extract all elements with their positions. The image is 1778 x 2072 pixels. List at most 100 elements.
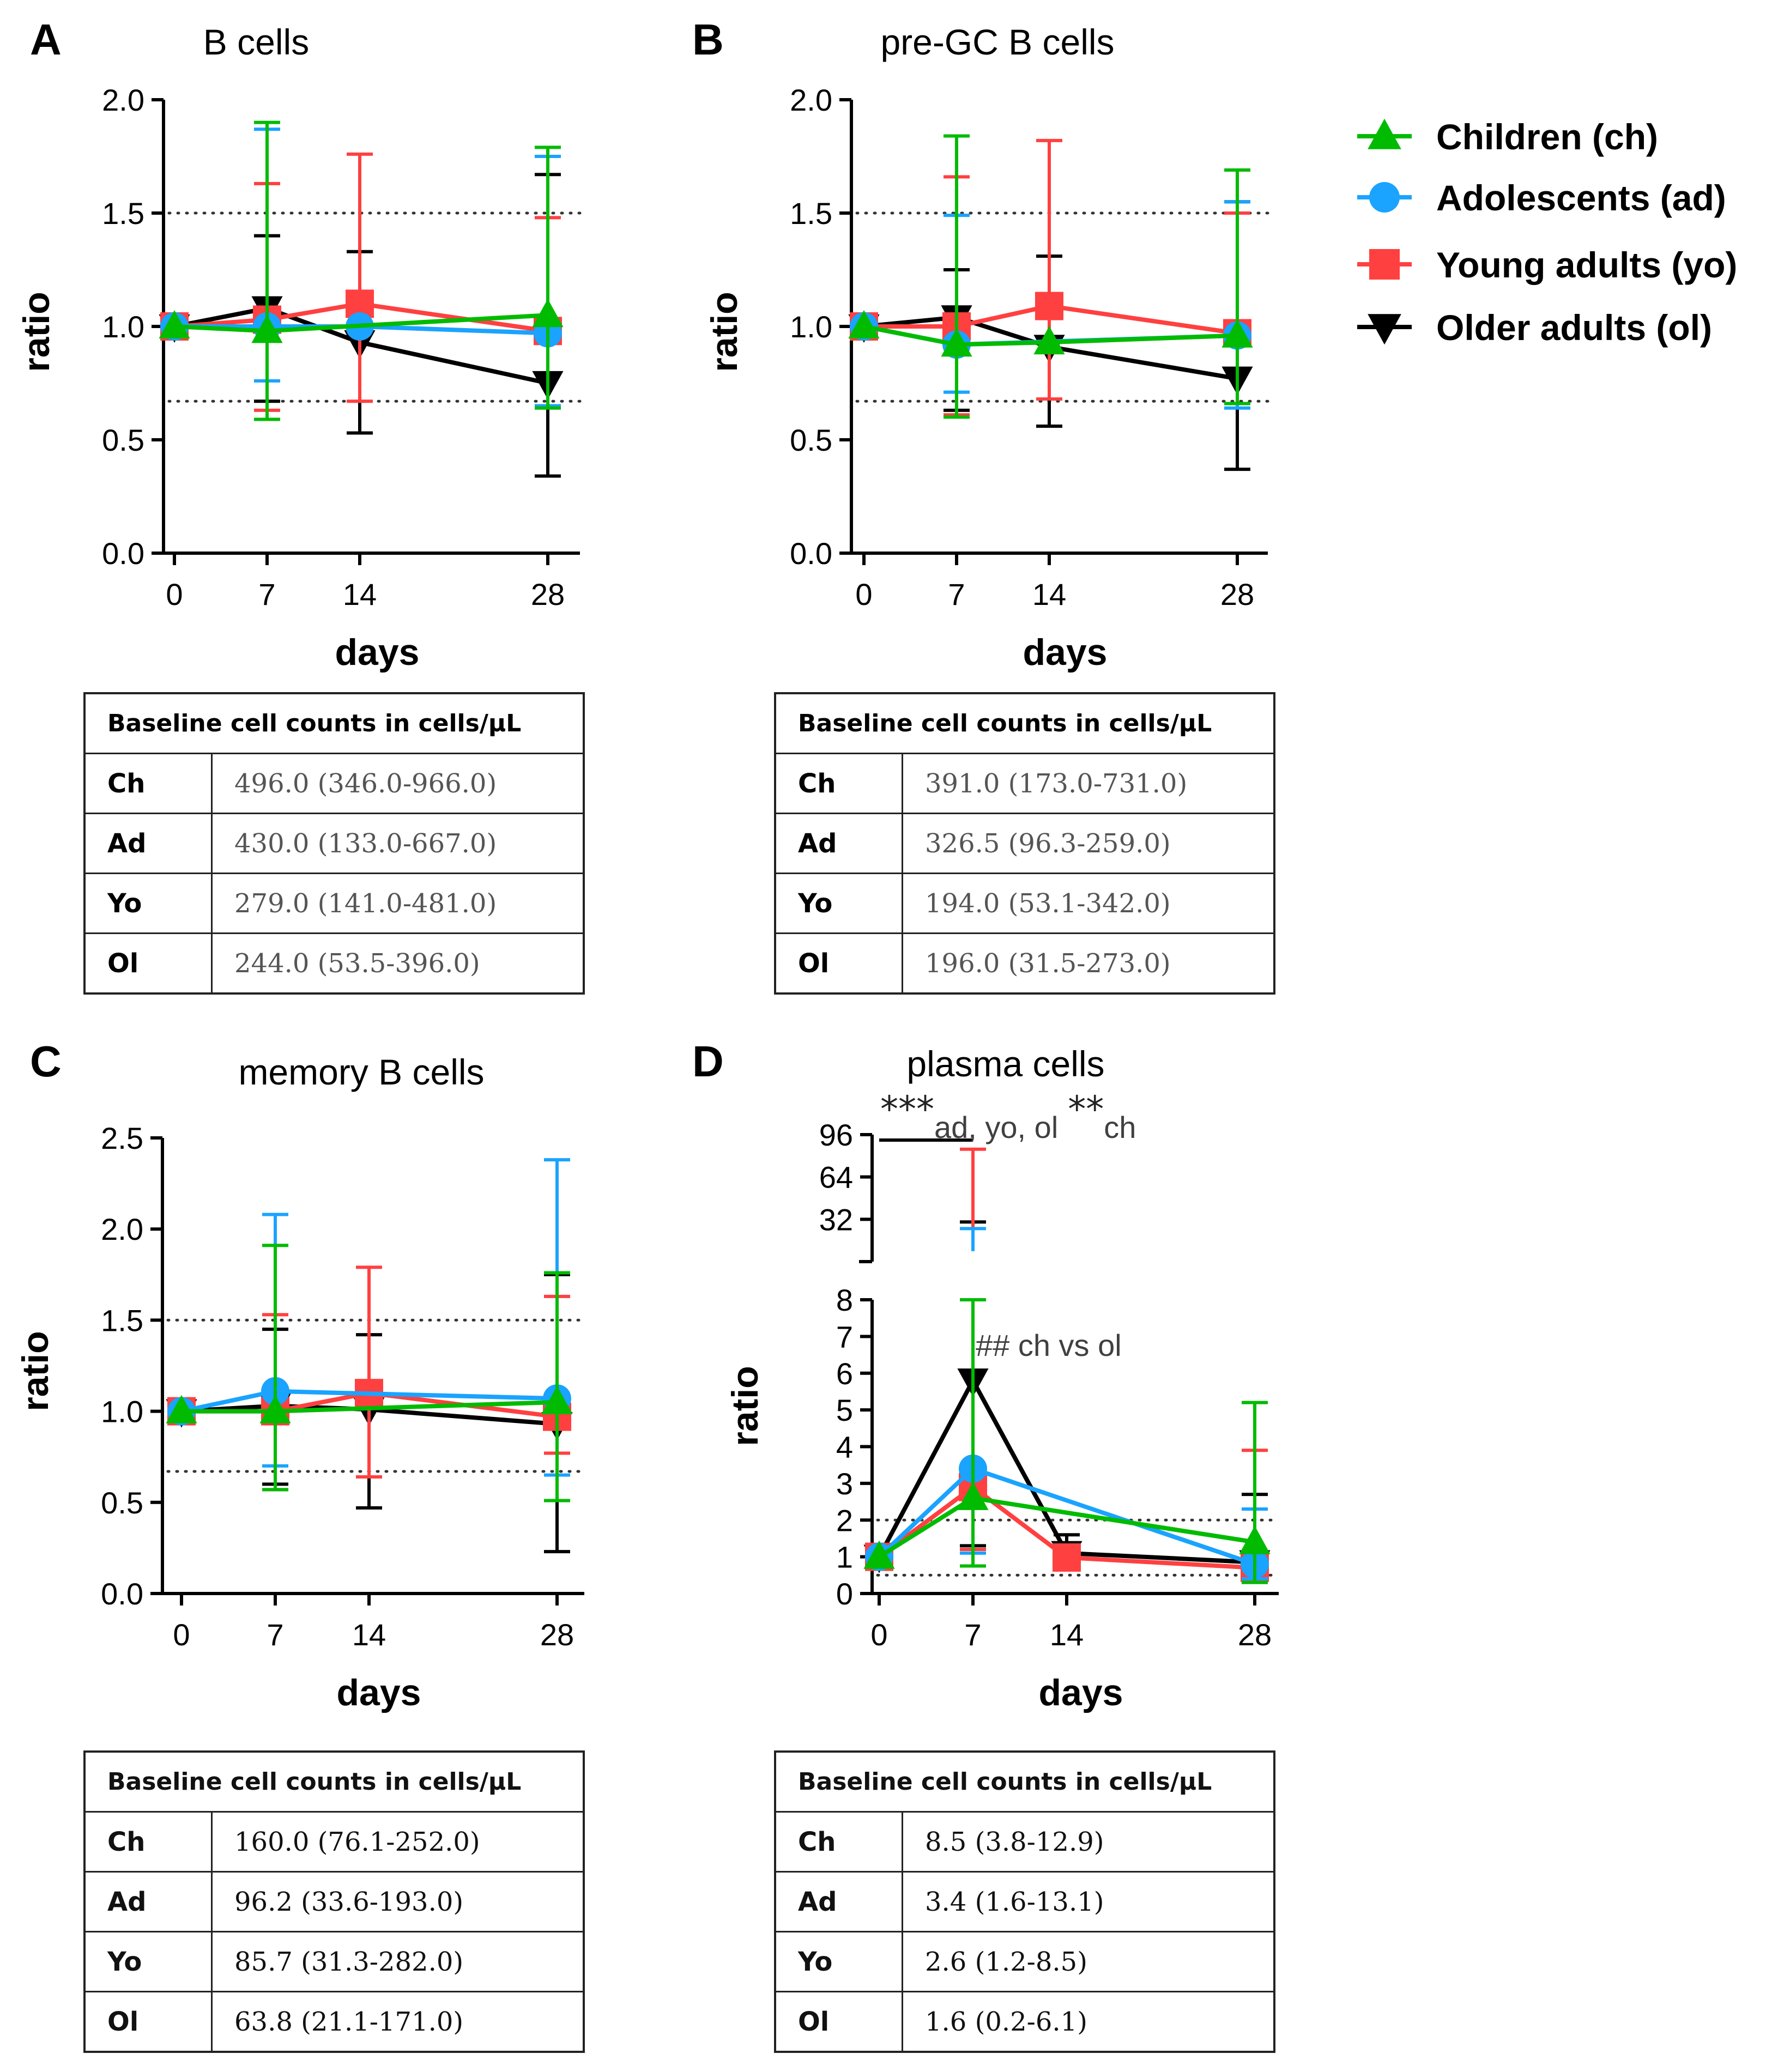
table-row: Ad 326.5 (96.3-259.0) <box>774 813 1275 874</box>
table-header: Baseline cell counts in cells/µL <box>774 692 1275 754</box>
significance-annotation: ***ad, yo, ol **ch <box>880 1088 1136 1144</box>
legend-label: Children (ch) <box>1436 117 1658 157</box>
y-tick-label: 0 <box>836 1577 853 1611</box>
x-tick-label: 0 <box>855 577 872 611</box>
legend-entry-ol: Older adults (ol) <box>1357 307 1712 348</box>
y-tick-label: 1.0 <box>101 1395 143 1429</box>
table-group: Ad <box>774 1871 903 1932</box>
table-group: Ad <box>83 1871 213 1932</box>
hash-annotation: ## ch vs ol <box>976 1328 1122 1362</box>
table-group: Ol <box>774 1991 903 2053</box>
series-ch <box>166 1244 573 1502</box>
y-tick-label: 0.5 <box>102 423 144 457</box>
table-value: 279.0 (141.0-481.0) <box>211 873 585 934</box>
table-header: Baseline cell counts in cells/µL <box>83 1750 585 1813</box>
table-group: Ad <box>774 813 903 874</box>
y-tick-label: 96 <box>819 1118 853 1152</box>
data-point <box>251 314 283 343</box>
y-tick-label: 1.5 <box>101 1303 143 1337</box>
legend-entry-ch: Children (ch) <box>1357 117 1658 157</box>
y-tick-label: 3 <box>836 1467 853 1501</box>
chart-title: memory B cells <box>238 1052 484 1092</box>
table-row: Ol 1.6 (0.2-6.1) <box>774 1991 1275 2053</box>
table-group: Ol <box>83 932 213 995</box>
data-point <box>1239 1525 1271 1554</box>
y-tick-label: 2.0 <box>102 83 144 117</box>
y-tick-label: 2.0 <box>790 83 832 117</box>
table-value: 2.6 (1.2-8.5) <box>902 1931 1275 1992</box>
table-row: Ch 8.5 (3.8-12.9) <box>774 1811 1275 1873</box>
table-value: 244.0 (53.5-396.0) <box>211 932 585 995</box>
series-ch <box>848 134 1253 419</box>
chart-title: plasma cells <box>906 1044 1104 1084</box>
x-tick-label: 14 <box>1050 1617 1084 1652</box>
table-row: Ch 391.0 (173.0-731.0) <box>774 753 1275 814</box>
table-group: Yo <box>83 1931 213 1992</box>
data-point <box>941 328 972 357</box>
x-tick-label: 28 <box>1238 1617 1272 1652</box>
y-tick-label: 0.0 <box>790 536 832 571</box>
x-tick-label: 14 <box>1032 577 1066 611</box>
table-row: Yo 279.0 (141.0-481.0) <box>83 873 585 934</box>
x-axis-label: days <box>1039 1672 1123 1713</box>
x-tick-label: 14 <box>343 577 377 611</box>
data-point <box>1033 326 1065 355</box>
y-tick-label: 1.5 <box>102 196 144 231</box>
x-tick-label: 0 <box>870 1617 887 1652</box>
table-group: Yo <box>83 873 213 934</box>
x-tick-label: 28 <box>1220 577 1254 611</box>
significance-stars: *** <box>880 1088 934 1130</box>
data-point <box>957 1481 989 1510</box>
x-tick-label: 14 <box>352 1617 386 1652</box>
series-line <box>877 1378 1255 1565</box>
y-tick-label: 0.5 <box>101 1486 143 1520</box>
table-row: Ad 3.4 (1.6-13.1) <box>774 1871 1275 1932</box>
table-value: 3.4 (1.6-13.1) <box>902 1871 1275 1932</box>
series-yo <box>865 1147 1269 1582</box>
table-value: 1.6 (0.2-6.1) <box>902 1991 1275 2053</box>
table-value: 391.0 (173.0-731.0) <box>902 753 1275 814</box>
y-axis-label: ratio <box>724 1366 766 1446</box>
data-point <box>1221 319 1253 348</box>
x-tick-label: 7 <box>948 577 965 611</box>
y-tick-label: 1 <box>836 1540 853 1574</box>
data-point <box>532 299 564 328</box>
series-yo <box>850 138 1251 417</box>
y-tick-label: 2.5 <box>101 1121 143 1155</box>
table-group: Ch <box>774 1811 903 1873</box>
panel-letter: A <box>30 15 62 64</box>
panel-letter: B <box>692 15 724 64</box>
y-tick-label: 1.5 <box>790 196 832 231</box>
table-value: 160.0 (76.1-252.0) <box>211 1811 585 1873</box>
y-tick-label: 7 <box>836 1319 853 1354</box>
x-tick-label: 0 <box>173 1617 190 1652</box>
x-tick-label: 7 <box>964 1617 981 1652</box>
table-value: 496.0 (346.0-966.0) <box>211 753 585 814</box>
y-tick-label: 2.0 <box>101 1212 143 1246</box>
y-tick-label: 8 <box>836 1283 853 1317</box>
table-group: Ch <box>83 753 213 814</box>
legend-label: Young adults (yo) <box>1436 245 1737 285</box>
data-point <box>1368 314 1401 345</box>
chart-title: pre-GC B cells <box>880 22 1114 62</box>
table-value: 8.5 (3.8-12.9) <box>902 1811 1275 1873</box>
y-axis-label: ratio <box>704 292 745 372</box>
table-row: Yo 85.7 (31.3-282.0) <box>83 1931 585 1992</box>
y-tick-label: 4 <box>836 1430 853 1464</box>
table-row: Ch 160.0 (76.1-252.0) <box>83 1811 585 1873</box>
data-point <box>1369 182 1400 213</box>
x-axis-label: days <box>337 1672 421 1713</box>
table-value: 85.7 (31.3-282.0) <box>211 1931 585 1992</box>
data-point <box>259 1395 291 1423</box>
data-point <box>159 310 190 339</box>
x-tick-label: 28 <box>531 577 565 611</box>
table-group: Ch <box>774 753 903 814</box>
y-tick-label: 0.0 <box>102 536 144 571</box>
x-tick-label: 7 <box>267 1617 283 1652</box>
data-point <box>848 310 880 339</box>
data-point <box>1369 249 1400 280</box>
